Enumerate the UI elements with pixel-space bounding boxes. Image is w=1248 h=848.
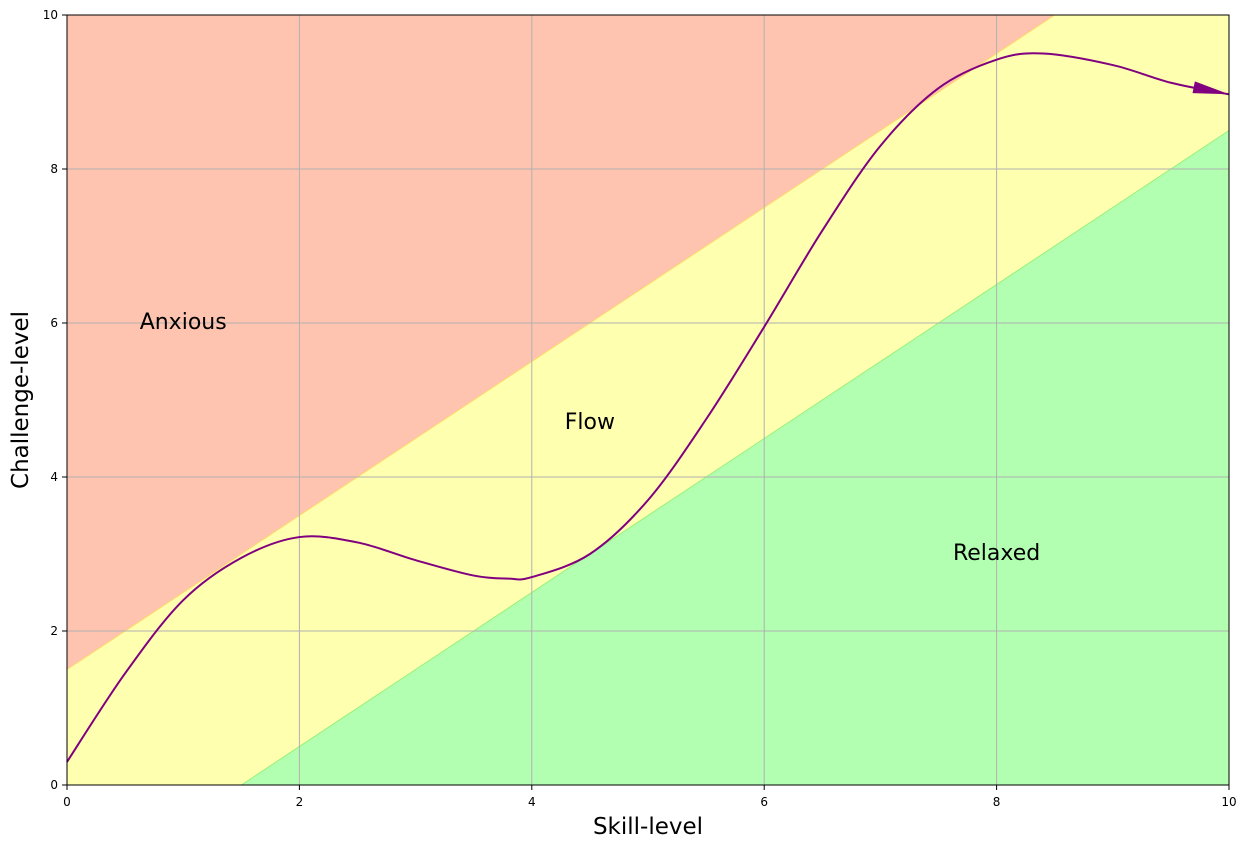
region-label-relaxed: Relaxed <box>953 541 1040 566</box>
region-label-flow: Flow <box>565 410 615 435</box>
x-tick-label: 4 <box>528 795 536 809</box>
x-tick-label: 10 <box>1221 795 1236 809</box>
series-arrowhead <box>1192 81 1229 95</box>
region-labels-layer: Anxious Flow Relaxed <box>140 310 1041 566</box>
series-layer <box>66 52 1230 763</box>
x-tick-label: 6 <box>760 795 768 809</box>
ticks-layer: 0 2 4 6 8 10 0 2 4 6 8 10 <box>43 8 1237 809</box>
boundary-lower <box>241 130 1230 786</box>
x-tick-label: 2 <box>296 795 304 809</box>
y-tick-label: 4 <box>50 470 58 484</box>
y-tick-label: 6 <box>50 316 58 330</box>
region-label-anxious: Anxious <box>140 310 227 335</box>
boundary-upper <box>66 14 1055 670</box>
x-tick-label: 8 <box>993 795 1001 809</box>
grid-layer <box>67 15 1229 785</box>
series-line <box>66 52 1230 763</box>
y-tick-label: 2 <box>50 624 58 638</box>
y-tick-label: 8 <box>50 162 58 176</box>
regions-layer <box>66 14 1230 786</box>
x-axis-title: Skill-level <box>593 814 703 840</box>
y-tick-label: 0 <box>50 778 58 792</box>
y-axis-title: Challenge-level <box>8 311 34 489</box>
y-tick-label: 10 <box>43 8 58 22</box>
plot-frame <box>66 14 1230 786</box>
x-tick-label: 0 <box>63 795 71 809</box>
